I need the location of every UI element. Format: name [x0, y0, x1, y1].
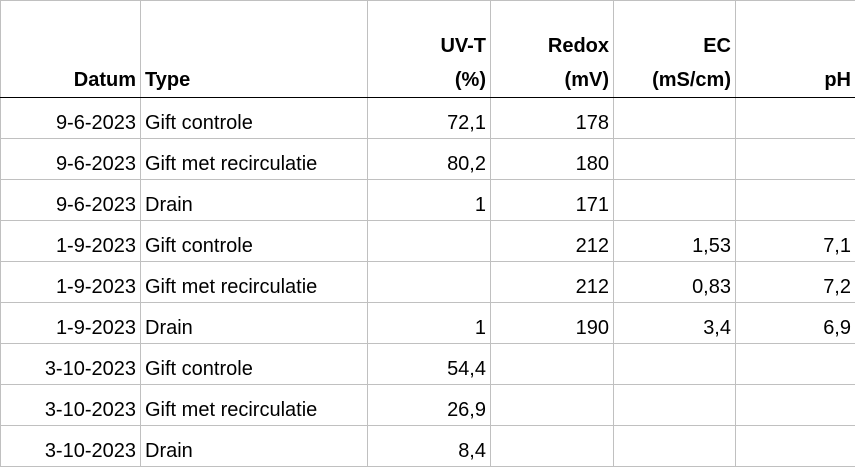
cell-ec[interactable]: [614, 139, 736, 180]
cell-type[interactable]: Gift met recirculatie: [141, 139, 368, 180]
cell-ec[interactable]: [614, 344, 736, 385]
header-ec-unit: (mS/cm): [618, 70, 731, 90]
cell-redox[interactable]: [491, 344, 614, 385]
cell-ec[interactable]: [614, 98, 736, 139]
header-ec-name: EC: [618, 36, 731, 56]
cell-uvt[interactable]: [368, 262, 491, 303]
cell-uvt[interactable]: 54,4: [368, 344, 491, 385]
cell-ec[interactable]: [614, 426, 736, 467]
cell-ph[interactable]: [736, 180, 855, 221]
cell-ec[interactable]: 3,4: [614, 303, 736, 344]
cell-datum[interactable]: 1-9-2023: [1, 262, 141, 303]
header-uvt-unit: (%): [372, 70, 486, 90]
header-redox[interactable]: Redox (mV): [491, 1, 614, 98]
header-redox-unit: (mV): [495, 70, 609, 90]
cell-type[interactable]: Gift controle: [141, 344, 368, 385]
cell-ph[interactable]: 7,2: [736, 262, 855, 303]
header-type[interactable]: Type: [141, 1, 368, 98]
cell-datum[interactable]: 3-10-2023: [1, 385, 141, 426]
cell-type[interactable]: Drain: [141, 303, 368, 344]
cell-uvt[interactable]: 1: [368, 180, 491, 221]
cell-redox[interactable]: 180: [491, 139, 614, 180]
cell-datum[interactable]: 9-6-2023: [1, 180, 141, 221]
cell-ph[interactable]: [736, 344, 855, 385]
cell-datum[interactable]: 1-9-2023: [1, 221, 141, 262]
cell-ph[interactable]: [736, 139, 855, 180]
cell-uvt[interactable]: 26,9: [368, 385, 491, 426]
cell-ph[interactable]: [736, 426, 855, 467]
cell-ec[interactable]: 0,83: [614, 262, 736, 303]
cell-redox[interactable]: 178: [491, 98, 614, 139]
cell-uvt[interactable]: 1: [368, 303, 491, 344]
cell-type[interactable]: Drain: [141, 180, 368, 221]
cell-type[interactable]: Gift controle: [141, 221, 368, 262]
cell-redox[interactable]: 212: [491, 262, 614, 303]
header-uvt-name: UV-T: [372, 36, 486, 56]
cell-datum[interactable]: 1-9-2023: [1, 303, 141, 344]
cell-ec[interactable]: [614, 385, 736, 426]
cell-uvt[interactable]: 72,1: [368, 98, 491, 139]
header-datum[interactable]: Datum: [1, 1, 141, 98]
cell-datum[interactable]: 3-10-2023: [1, 426, 141, 467]
header-row: Datum Type UV-T (%) Redox (mV) EC (mS/cm…: [1, 1, 855, 98]
cell-ec[interactable]: 1,53: [614, 221, 736, 262]
cell-uvt[interactable]: [368, 221, 491, 262]
cell-ph[interactable]: 6,9: [736, 303, 855, 344]
header-ec[interactable]: EC (mS/cm): [614, 1, 736, 98]
header-ph[interactable]: pH: [736, 1, 855, 98]
cell-ph[interactable]: 7,1: [736, 221, 855, 262]
cell-redox[interactable]: 171: [491, 180, 614, 221]
cell-type[interactable]: Gift met recirculatie: [141, 262, 368, 303]
cell-uvt[interactable]: 8,4: [368, 426, 491, 467]
cell-ph[interactable]: [736, 385, 855, 426]
cell-uvt[interactable]: 80,2: [368, 139, 491, 180]
cell-type[interactable]: Gift met recirculatie: [141, 385, 368, 426]
cell-redox[interactable]: 190: [491, 303, 614, 344]
cell-type[interactable]: Gift controle: [141, 98, 368, 139]
cell-ec[interactable]: [614, 180, 736, 221]
cell-datum[interactable]: 3-10-2023: [1, 344, 141, 385]
cell-redox[interactable]: [491, 426, 614, 467]
header-redox-name: Redox: [495, 36, 609, 56]
cell-redox[interactable]: [491, 385, 614, 426]
cell-redox[interactable]: 212: [491, 221, 614, 262]
cell-ph[interactable]: [736, 98, 855, 139]
cell-datum[interactable]: 9-6-2023: [1, 98, 141, 139]
cell-datum[interactable]: 9-6-2023: [1, 139, 141, 180]
header-uvt[interactable]: UV-T (%): [368, 1, 491, 98]
cell-type[interactable]: Drain: [141, 426, 368, 467]
